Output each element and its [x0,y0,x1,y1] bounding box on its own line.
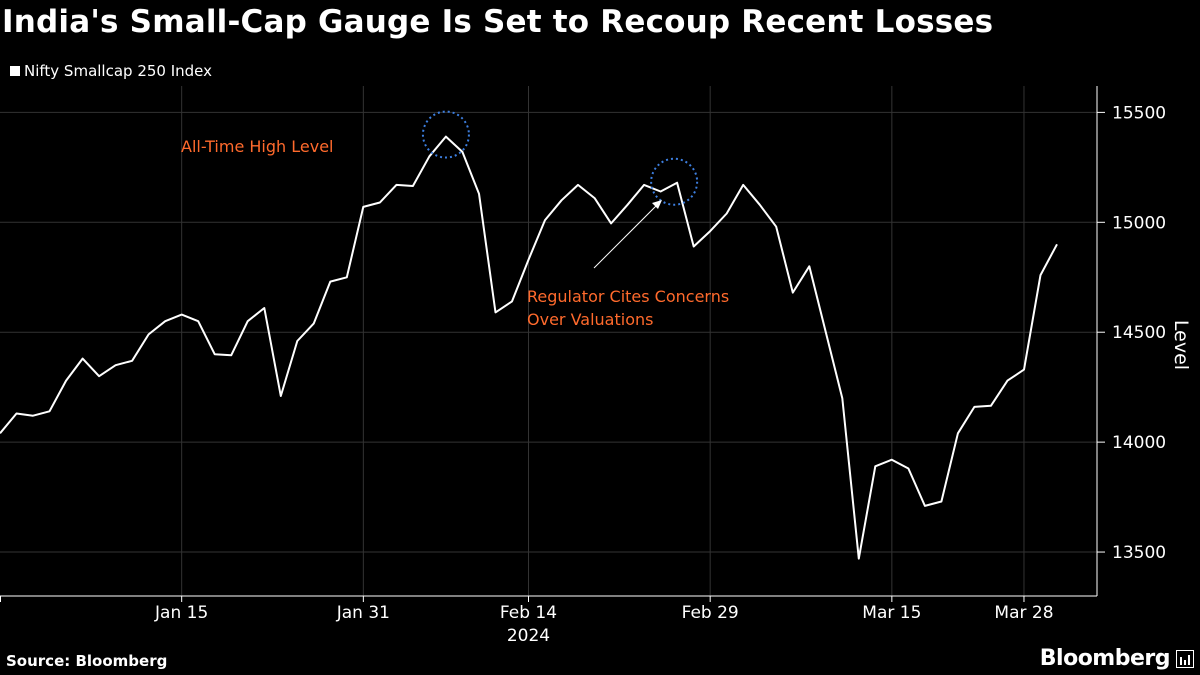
legend-swatch [10,66,20,76]
y-axis-label: Level [1170,320,1192,370]
annotation-arrow [593,203,659,269]
brand-logo: Bloomberg [1039,646,1171,671]
x-tick-label: Feb 29 [682,603,739,623]
y-tick-label: 13500 [1112,543,1166,563]
legend: Nifty Smallcap 250 Index [10,62,212,80]
brand-bars-icon [1176,650,1194,668]
y-tick-label: 15500 [1112,103,1166,123]
annotation-label-line2: Over Valuations [527,310,653,329]
legend-label: Nifty Smallcap 250 Index [24,62,213,80]
y-tick-label: 14000 [1112,433,1166,453]
annotation-arrowhead [652,200,662,209]
x-tick-label: Mar 28 [994,603,1053,623]
x-tick-label: Mar 15 [862,603,921,623]
x-tick-label: Jan 31 [336,603,390,623]
x-year-label: 2024 [507,626,550,646]
y-tick-label: 15000 [1112,213,1166,233]
annotation-marker [421,110,470,159]
series-line [0,135,1058,560]
annotation-marker [650,157,699,206]
annotation-label: Regulator Cites Concerns [527,287,729,306]
chart-title: India's Small-Cap Gauge Is Set to Recoup… [2,4,994,40]
x-tick-label: Feb 14 [500,603,557,623]
annotation-label: All-Time High Level [181,137,333,156]
y-tick-label: 14500 [1112,323,1166,343]
source-note: Source: Bloomberg [6,652,168,670]
x-tick-label: Jan 15 [154,603,208,623]
